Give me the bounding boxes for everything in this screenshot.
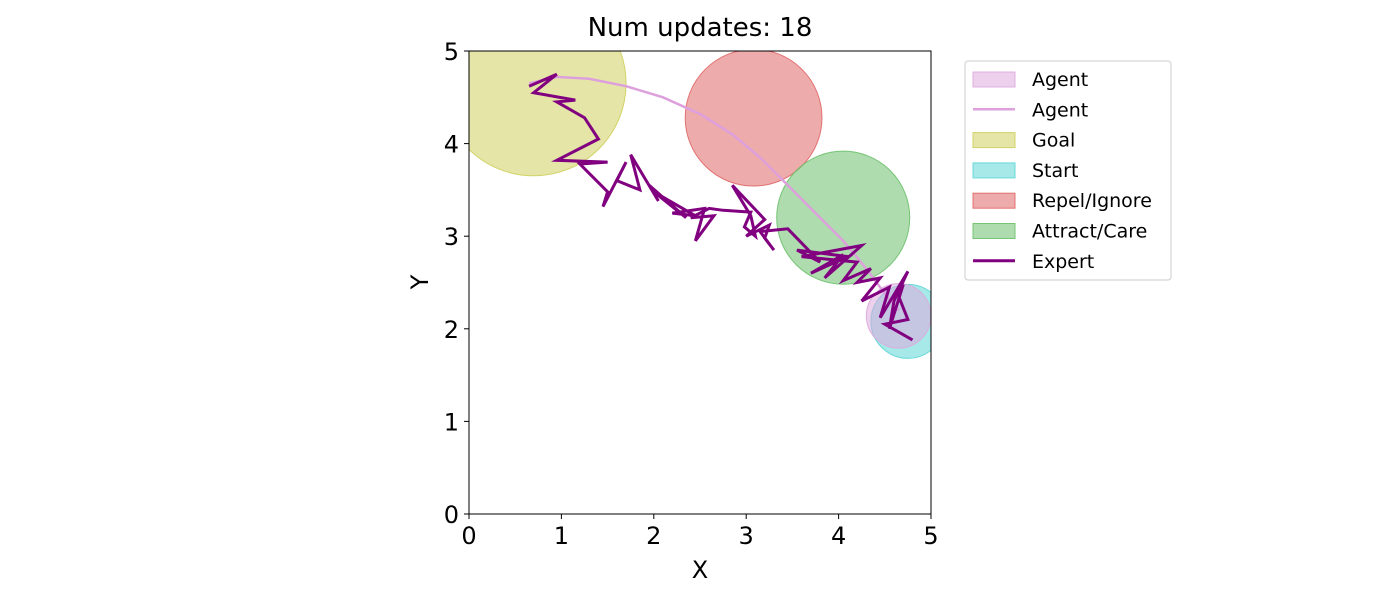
legend-swatch-attract-care <box>972 223 1016 239</box>
legend-label: Repel/Ignore <box>1032 190 1152 212</box>
legend-label: Agent <box>1032 99 1088 121</box>
x-tick-label: 3 <box>739 522 754 550</box>
legend-label: Attract/Care <box>1032 221 1147 243</box>
legend-label: Expert <box>1032 251 1094 273</box>
legend-swatch-goal <box>972 132 1016 149</box>
legend-label: Start <box>1032 160 1078 182</box>
legend-label: Agent <box>1032 69 1088 91</box>
x-tick-label: 0 <box>461 522 476 550</box>
x-tick-label: 1 <box>554 522 569 550</box>
x-tick-label: 4 <box>831 522 846 550</box>
x-axis-label: X <box>692 556 708 584</box>
series-agent-line <box>528 75 900 312</box>
chart-title: Num updates: 18 <box>588 13 813 43</box>
x-tick-label: 2 <box>646 522 661 550</box>
legend-box <box>964 60 1172 281</box>
series-expert-line <box>528 72 914 342</box>
y-tick-label: 5 <box>444 38 459 66</box>
legend-swatch-start <box>972 162 1016 179</box>
legend-swatch-agent <box>972 71 1016 88</box>
legend-swatch-repel-ignore <box>972 192 1016 209</box>
x-tick-label: 5 <box>923 522 938 550</box>
y-tick-label: 3 <box>444 223 459 251</box>
plot-frame <box>468 50 932 515</box>
legend-label: Goal <box>1032 130 1075 152</box>
y-tick-label: 0 <box>444 501 459 529</box>
region-attract-care <box>776 150 911 285</box>
y-tick-label: 4 <box>444 131 459 159</box>
y-tick-label: 1 <box>444 408 459 436</box>
region-repel-ignore <box>684 51 823 187</box>
y-axis-label: Y <box>406 274 434 290</box>
y-tick-label: 2 <box>444 316 459 344</box>
